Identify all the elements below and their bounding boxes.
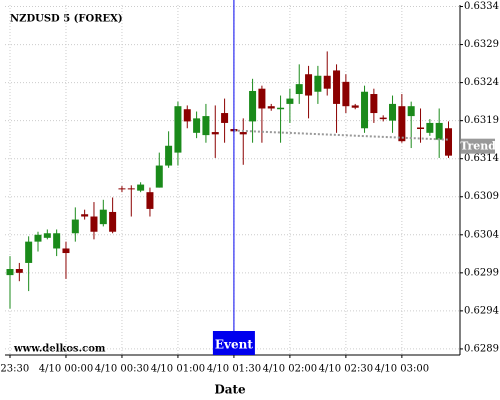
- x-tick-label: 4/10 02:30: [319, 364, 373, 375]
- candle-body: [6, 269, 14, 276]
- candle-body: [445, 128, 453, 156]
- candle-body: [379, 117, 387, 120]
- y-tick-label: 0.6289: [464, 343, 499, 354]
- candle-body: [118, 188, 126, 190]
- y-tick-label: 0.6324: [464, 77, 499, 88]
- x-tick-label: 4/10 03:00: [375, 364, 429, 375]
- candle-body: [155, 165, 163, 188]
- chart-title: NZDUSD 5 (FOREX): [10, 14, 123, 25]
- trend-label: Trend: [460, 140, 496, 153]
- y-tick-label: 0.6319: [464, 115, 499, 126]
- candle-body: [295, 84, 303, 95]
- candle-body: [165, 145, 173, 166]
- y-tick-label: 0.6329: [464, 39, 499, 50]
- candle-body: [389, 103, 397, 121]
- event-box: [212, 331, 255, 355]
- candle-body: [43, 233, 51, 238]
- candle-body: [193, 118, 201, 133]
- candle-body: [174, 106, 182, 153]
- candle-body: [109, 211, 117, 232]
- x-tick-label: 4/10 02:00: [263, 364, 317, 375]
- candle-body: [417, 127, 425, 130]
- candle-body: [277, 107, 285, 110]
- candle-body: [127, 188, 135, 190]
- y-tick-label: 0.6304: [464, 229, 499, 240]
- candle-body: [183, 109, 191, 122]
- x-tick-label: 4/10 00:30: [95, 364, 149, 375]
- candle-body: [314, 75, 322, 92]
- y-tick-label: 0.6294: [464, 305, 499, 316]
- candle-body: [286, 98, 294, 104]
- candle-body: [25, 241, 33, 263]
- candle-body: [34, 234, 42, 242]
- candle-body: [249, 90, 257, 122]
- candle-body: [407, 106, 415, 117]
- candle-body: [99, 209, 107, 225]
- candle-body: [361, 91, 369, 129]
- event-label: Event: [215, 338, 253, 352]
- candle-body: [81, 214, 89, 217]
- candle-body: [146, 192, 154, 209]
- candle-body: [71, 219, 79, 234]
- candle-body: [90, 216, 98, 232]
- candle-body: [370, 94, 378, 114]
- x-tick-label: 4/10 01:00: [151, 364, 205, 375]
- candle-body: [398, 106, 406, 142]
- candle-body: [15, 269, 23, 273]
- candle-body: [239, 132, 247, 135]
- x-axis-title: Date: [214, 383, 246, 397]
- candle-body: [202, 116, 210, 136]
- candle-body: [137, 184, 145, 191]
- x-tick-label: 4/10 00:00: [39, 364, 93, 375]
- candle-body: [435, 122, 443, 140]
- y-tick-label: 0.6314: [464, 153, 499, 164]
- x-tick-label: 0 23:30: [0, 364, 29, 375]
- y-tick-label: 0.6299: [464, 267, 499, 278]
- candle-body: [426, 122, 434, 133]
- candle-body: [342, 81, 350, 107]
- candle-body: [351, 105, 359, 108]
- y-tick-label: 0.6334: [464, 1, 499, 12]
- candle-body: [53, 233, 61, 249]
- candle-body: [258, 88, 266, 109]
- y-tick-label: 0.6309: [464, 191, 499, 202]
- candle-body: [267, 106, 275, 109]
- candle-body: [221, 113, 229, 123]
- candle-body: [62, 248, 70, 254]
- x-tick-label: 4/10 01:30: [207, 364, 261, 375]
- candle-body: [323, 75, 331, 89]
- candle-body: [211, 132, 219, 135]
- candle-body: [333, 70, 341, 104]
- trend-label-box: [461, 138, 495, 154]
- candle-body: [305, 74, 313, 96]
